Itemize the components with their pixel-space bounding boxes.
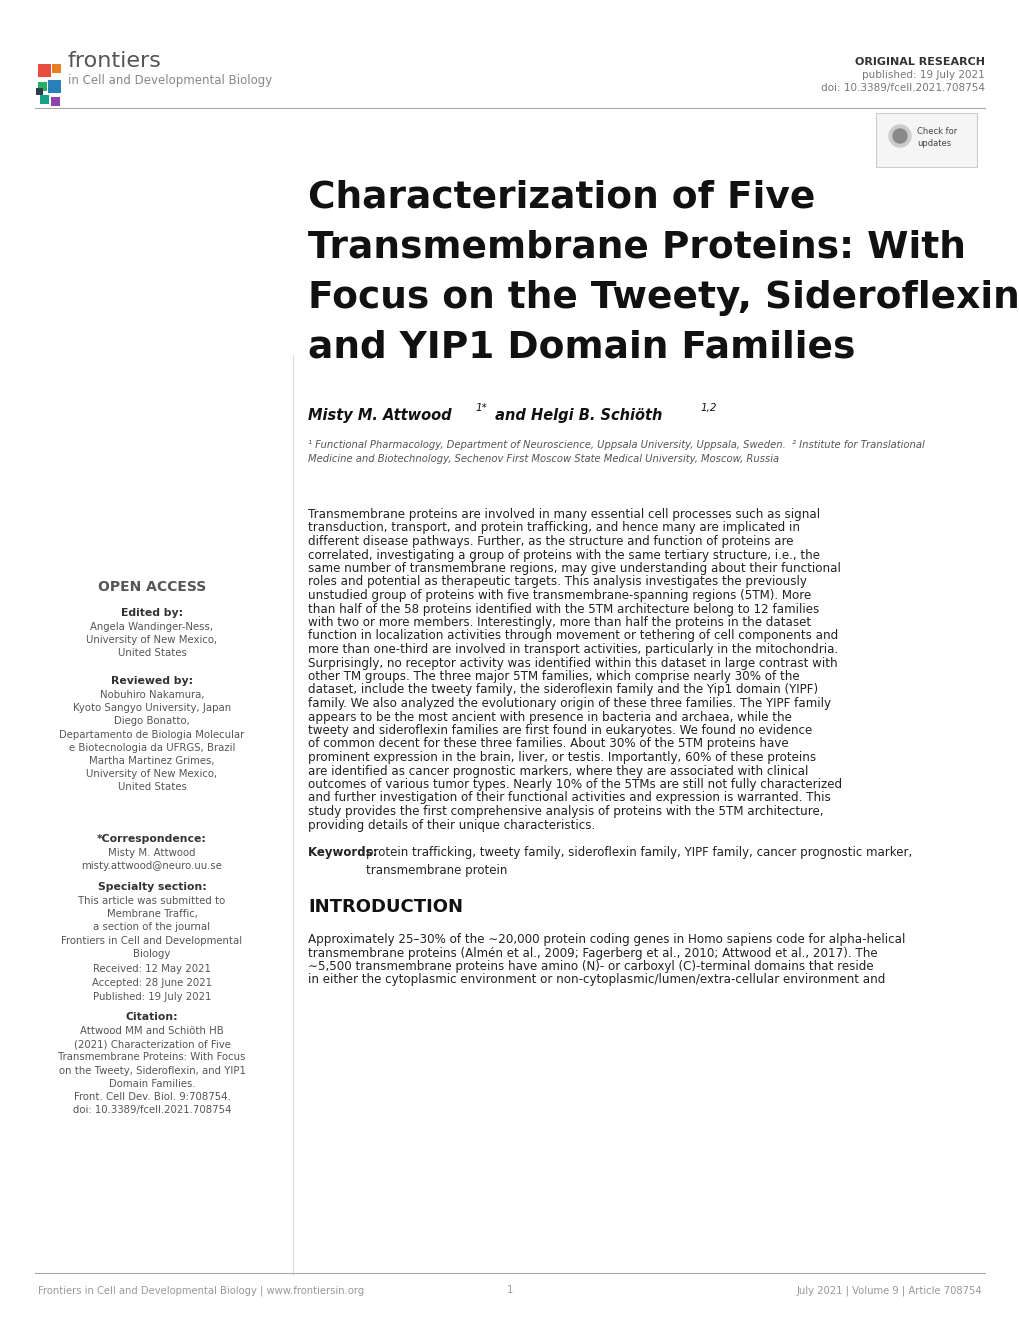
Circle shape	[892, 129, 906, 143]
Text: OPEN ACCESS: OPEN ACCESS	[98, 579, 206, 594]
Text: of common decent for these three families. About 30% of the 5TM proteins have: of common decent for these three familie…	[308, 737, 788, 750]
Text: Check for
updates: Check for updates	[916, 127, 956, 148]
Text: ∼5,500 transmembrane proteins have amino (N)- or carboxyl (C)-terminal domains t: ∼5,500 transmembrane proteins have amino…	[308, 960, 872, 973]
Text: ¹ Functional Pharmacology, Department of Neuroscience, Uppsala University, Uppsa: ¹ Functional Pharmacology, Department of…	[308, 441, 924, 465]
Text: function in localization activities through movement or tethering of cell compon: function in localization activities thro…	[308, 630, 838, 642]
Text: frontiers: frontiers	[68, 51, 162, 71]
Text: study provides the first comprehensive analysis of proteins with the 5TM archite: study provides the first comprehensive a…	[308, 805, 822, 818]
Text: protein trafficking, tweety family, sideroflexin family, YIPF family, cancer pro: protein trafficking, tweety family, side…	[366, 846, 911, 877]
Text: Characterization of Five: Characterization of Five	[308, 180, 814, 216]
Text: Keywords:: Keywords:	[308, 846, 381, 858]
FancyBboxPatch shape	[38, 64, 51, 77]
Text: Edited by:: Edited by:	[121, 607, 182, 618]
Text: and YIP1 Domain Families: and YIP1 Domain Families	[308, 330, 855, 366]
FancyBboxPatch shape	[36, 88, 43, 95]
Text: appears to be the most ancient with presence in bacteria and archaea, while the: appears to be the most ancient with pres…	[308, 710, 791, 724]
Text: Approximately 25–30% of the ∼20,000 protein coding genes in Homo sapiens code fo: Approximately 25–30% of the ∼20,000 prot…	[308, 933, 905, 947]
Text: different disease pathways. Further, as the structure and function of proteins a: different disease pathways. Further, as …	[308, 535, 793, 547]
Text: outcomes of various tumor types. Nearly 10% of the 5TMs are still not fully char: outcomes of various tumor types. Nearly …	[308, 778, 842, 792]
Text: than half of the 58 proteins identified with the 5TM architecture belong to 12 f: than half of the 58 proteins identified …	[308, 602, 818, 615]
Text: Specialty section:: Specialty section:	[98, 882, 206, 892]
Text: and further investigation of their functional activities and expression is warra: and further investigation of their funct…	[308, 792, 829, 805]
Text: INTRODUCTION: INTRODUCTION	[308, 898, 463, 916]
Text: other TM groups. The three major 5TM families, which comprise nearly 30% of the: other TM groups. The three major 5TM fam…	[308, 670, 799, 684]
Text: providing details of their unique characteristics.: providing details of their unique charac…	[308, 818, 595, 832]
Text: *Correspondence:: *Correspondence:	[97, 834, 207, 844]
Text: in either the cytoplasmic environment or non-cytoplasmic/lumen/extra-cellular en: in either the cytoplasmic environment or…	[308, 973, 884, 987]
Text: Reviewed by:: Reviewed by:	[111, 676, 193, 686]
Text: Angela Wandinger-Ness,
University of New Mexico,
United States: Angela Wandinger-Ness, University of New…	[87, 622, 217, 658]
Text: ORIGINAL RESEARCH: ORIGINAL RESEARCH	[854, 57, 984, 67]
FancyBboxPatch shape	[38, 81, 47, 91]
FancyBboxPatch shape	[48, 80, 61, 93]
Text: Citation:: Citation:	[125, 1012, 178, 1023]
Text: prominent expression in the brain, liver, or testis. Importantly, 60% of these p: prominent expression in the brain, liver…	[308, 752, 815, 764]
Text: transduction, transport, and protein trafficking, and hence many are implicated : transduction, transport, and protein tra…	[308, 522, 799, 534]
Text: tweety and sideroflexin families are first found in eukaryotes. We found no evid: tweety and sideroflexin families are fir…	[308, 724, 811, 737]
FancyBboxPatch shape	[51, 97, 60, 105]
FancyBboxPatch shape	[875, 113, 976, 167]
Text: are identified as cancer prognostic markers, where they are associated with clin: are identified as cancer prognostic mark…	[308, 765, 808, 777]
Text: Nobuhiro Nakamura,
Kyoto Sangyo University, Japan
Diego Bonatto,
Departamento de: Nobuhiro Nakamura, Kyoto Sangyo Universi…	[59, 690, 245, 793]
Text: 1: 1	[506, 1286, 513, 1295]
Text: with two or more members. Interestingly, more than half the proteins in the data: with two or more members. Interestingly,…	[308, 615, 810, 629]
Text: Transmembrane Proteins: With: Transmembrane Proteins: With	[308, 230, 965, 266]
FancyBboxPatch shape	[40, 95, 49, 104]
Text: Misty M. Attwood: Misty M. Attwood	[308, 409, 451, 423]
Text: 1,2: 1,2	[700, 403, 716, 413]
Text: correlated, investigating a group of proteins with the same tertiary structure, : correlated, investigating a group of pro…	[308, 549, 819, 562]
Text: same number of transmembrane regions, may give understanding about their functio: same number of transmembrane regions, ma…	[308, 562, 840, 575]
Text: family. We also analyzed the evolutionary origin of these three families. The YI: family. We also analyzed the evolutionar…	[308, 697, 830, 710]
Text: dataset, include the tweety family, the sideroflexin family and the Yip1 domain : dataset, include the tweety family, the …	[308, 684, 817, 697]
Text: Accepted: 28 June 2021: Accepted: 28 June 2021	[92, 979, 212, 988]
Text: Misty M. Attwood
misty.attwood@neuro.uu.se: Misty M. Attwood misty.attwood@neuro.uu.…	[82, 848, 222, 872]
Text: Published: 19 July 2021: Published: 19 July 2021	[93, 992, 211, 1003]
Text: Transmembrane proteins are involved in many essential cell processes such as sig: Transmembrane proteins are involved in m…	[308, 509, 819, 521]
Text: Focus on the Tweety, Sideroflexin,: Focus on the Tweety, Sideroflexin,	[308, 280, 1019, 316]
Text: This article was submitted to
Membrane Traffic,
a section of the journal
Frontie: This article was submitted to Membrane T…	[61, 896, 243, 959]
Text: Frontiers in Cell and Developmental Biology | www.frontiersin.org: Frontiers in Cell and Developmental Biol…	[38, 1286, 364, 1295]
Text: more than one-third are involved in transport activities, particularly in the mi: more than one-third are involved in tran…	[308, 643, 838, 655]
Text: and Helgi B. Schiöth: and Helgi B. Schiöth	[489, 409, 661, 423]
Text: Surprisingly, no receptor activity was identified within this dataset in large c: Surprisingly, no receptor activity was i…	[308, 657, 837, 669]
FancyBboxPatch shape	[52, 64, 61, 73]
Text: Attwood MM and Schiöth HB
(2021) Characterization of Five
Transmembrane Proteins: Attwood MM and Schiöth HB (2021) Charact…	[58, 1027, 246, 1115]
Text: unstudied group of proteins with five transmembrane-spanning regions (5TM). More: unstudied group of proteins with five tr…	[308, 589, 810, 602]
Text: 1*: 1*	[476, 403, 487, 413]
Text: July 2021 | Volume 9 | Article 708754: July 2021 | Volume 9 | Article 708754	[796, 1286, 981, 1295]
Text: Received: 12 May 2021: Received: 12 May 2021	[93, 964, 211, 975]
Text: transmembrane proteins (Almén et al., 2009; Fagerberg et al., 2010; Attwood et a: transmembrane proteins (Almén et al., 20…	[308, 947, 876, 960]
Text: published: 19 July 2021: published: 19 July 2021	[861, 69, 984, 80]
Text: in Cell and Developmental Biology: in Cell and Developmental Biology	[68, 73, 272, 87]
Circle shape	[889, 125, 910, 147]
Text: roles and potential as therapeutic targets. This analysis investigates the previ: roles and potential as therapeutic targe…	[308, 575, 806, 589]
Text: doi: 10.3389/fcell.2021.708754: doi: 10.3389/fcell.2021.708754	[820, 83, 984, 93]
